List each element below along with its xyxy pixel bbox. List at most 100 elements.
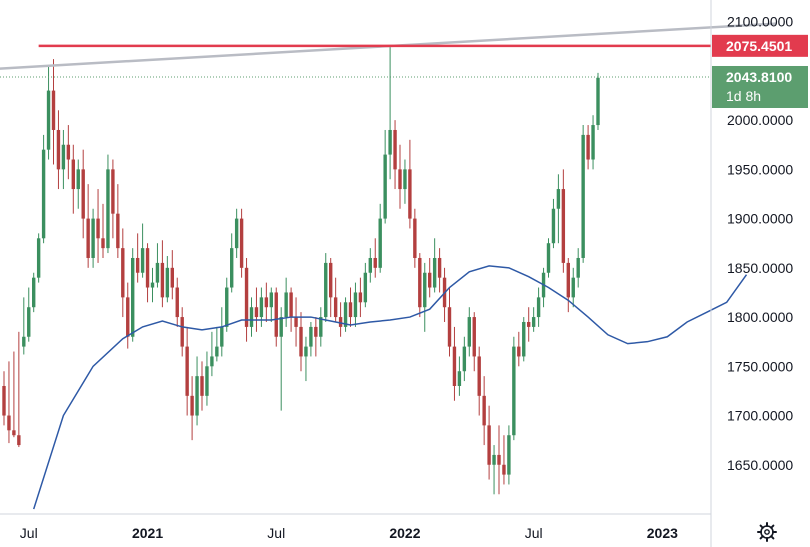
price-tags: 2075.4501 2043.8100 1d 8h [712,34,808,108]
candle [190,376,194,441]
candle-body [348,302,353,318]
candle-body [284,292,288,318]
candle-body [343,302,348,327]
candle [215,326,219,362]
candle [230,233,234,293]
candle-body [205,366,209,396]
candles-layer [2,46,600,495]
candle-body [324,262,328,318]
candle-body [294,317,298,327]
candle [254,287,259,332]
candle [7,361,11,444]
candle [373,238,377,278]
candle [586,125,590,170]
candle [81,149,85,239]
settings-gear-icon[interactable] [757,522,777,542]
candle-body [353,292,358,318]
candle-body [111,169,115,214]
y-tick-label: 1700.0000 [727,408,793,424]
candle-body [358,292,363,303]
candle [289,287,293,332]
candle [497,425,501,495]
candle-body [234,218,239,249]
last-price-label: 2043.8100 [726,69,792,85]
candle-body [586,134,590,160]
candle [536,287,541,327]
candle-body [581,134,585,258]
candle-body [487,425,491,465]
y-tick-label: 1800.0000 [727,309,793,325]
candle [512,336,516,441]
candle [264,282,269,322]
candle [319,307,323,347]
candle-body [101,238,105,249]
candle-body [596,77,600,126]
candle-body [398,169,402,190]
candle-body [254,307,259,318]
candle-body [160,262,165,298]
candle [165,256,170,303]
levels-layer [0,22,777,78]
candle-body [447,307,452,347]
candle-body [363,272,368,303]
candle-body [274,292,278,337]
candle [284,277,288,327]
candle-body [556,189,561,209]
candle [324,253,328,322]
candle [155,243,160,288]
candle-body [546,243,551,273]
candle [71,144,75,214]
candle [175,277,179,327]
candle-body [249,307,254,327]
candle-body [527,321,531,327]
candle-body [437,257,442,278]
candle [22,297,26,355]
candle-body [333,297,338,318]
candle-body [383,154,387,219]
candle-body [591,125,595,160]
candle-body [428,272,432,288]
resistance-price-tag [712,34,808,57]
candle [76,159,80,209]
price-axis[interactable]: 2100.00002050.00002000.00001950.00001900… [727,14,793,473]
candle-body [259,297,264,318]
candle [225,277,229,332]
candle [27,287,31,342]
y-tick-label: 2000.0000 [727,112,793,128]
candle-body [32,277,36,308]
candle-body [46,90,51,150]
time-axis[interactable]: Jul 2021 Jul 2022 Jul 2023 [20,525,678,541]
candle-body [116,213,120,249]
candle [507,425,511,485]
candle-body [180,317,184,347]
x-tick-label: 2022 [389,525,420,541]
candle-body [81,169,85,219]
candle-body [41,149,46,239]
candle [121,228,125,318]
candle-body [135,257,140,273]
candle [556,174,561,244]
candle [36,233,41,283]
candle [462,336,467,382]
candle-body [71,159,75,190]
candle-body [393,129,397,170]
candle-body [7,415,11,431]
candle-body [477,356,481,396]
candle-body [507,435,511,475]
candle-body [423,272,427,308]
candle-body [551,208,556,244]
candle-body [289,292,293,318]
candle-body [536,297,541,318]
candle [561,169,566,273]
candle [482,376,486,446]
candle-body [51,90,56,130]
candle-body [566,262,570,298]
candle [423,262,427,332]
candle [566,257,570,313]
candle-body [368,257,372,273]
x-tick-label: Jul [267,525,285,541]
candle [432,238,437,293]
candle [358,277,363,318]
candle-body [155,262,160,283]
